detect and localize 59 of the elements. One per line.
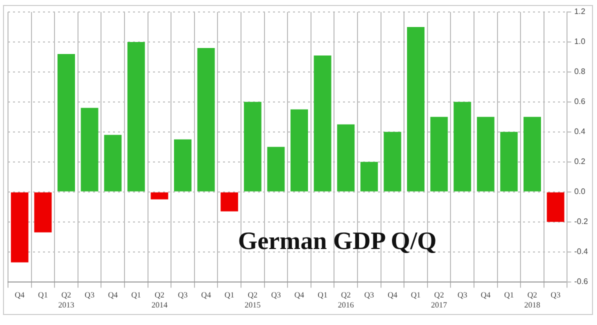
bar <box>384 132 402 192</box>
x-tick-label: Q4 <box>201 290 211 300</box>
x-tick-label: Q3 <box>178 290 188 300</box>
y-tick-label: 0.8 <box>574 67 586 76</box>
bar <box>430 116 448 192</box>
bar <box>104 134 122 192</box>
x-tick-label: Q4 <box>14 290 25 300</box>
x-tick-label: Q4 <box>294 290 304 300</box>
x-tick-label: Q4 <box>108 290 118 300</box>
x-tick-label: Q3 <box>84 290 94 300</box>
y-tick-label: 1.2 <box>574 7 586 16</box>
y-tick-label: 0.6 <box>574 97 586 106</box>
bar <box>58 54 75 192</box>
y-tick-label: 0.0 <box>574 187 586 196</box>
x-tick-label: Q4 <box>480 290 491 300</box>
bar <box>546 192 564 222</box>
bar <box>267 146 285 192</box>
bar <box>127 42 145 192</box>
bar <box>500 132 518 192</box>
x-tick-label: Q3 <box>550 290 560 300</box>
bar <box>337 124 355 192</box>
bar <box>244 102 262 192</box>
x-tick-label: Q1 <box>504 290 514 300</box>
bar <box>197 48 215 192</box>
x-tick-label: Q1 <box>224 290 234 300</box>
bar <box>314 55 332 192</box>
x-tick-label: Q3 <box>364 290 374 300</box>
bar <box>174 139 192 192</box>
bar <box>454 102 472 192</box>
x-tick-label: Q2 2015 <box>244 290 261 310</box>
bar <box>524 116 541 192</box>
x-tick-label: Q2 2016 <box>338 290 354 310</box>
x-tick-label: Q2 2017 <box>431 290 448 310</box>
y-tick-label: -0.2 <box>574 217 589 226</box>
bar <box>220 192 238 212</box>
x-tick-label: Q4 <box>388 290 398 300</box>
text: German GDP Q/Q <box>238 228 437 256</box>
bar <box>80 108 98 192</box>
y-tick-label: -0.6 <box>574 277 589 286</box>
y-tick-label: -0.4 <box>574 247 589 256</box>
x-tick-label: Q1 <box>38 290 48 300</box>
x-tick-label: Q2 2014 <box>151 290 168 310</box>
x-tick-label: Q3 <box>457 290 468 300</box>
bar <box>150 192 168 200</box>
y-tick-label: 0.2 <box>574 157 586 166</box>
bar <box>290 109 308 192</box>
bar <box>476 116 494 192</box>
x-tick-label: Q1 <box>131 290 142 300</box>
bar <box>360 162 378 192</box>
bar <box>34 192 52 232</box>
x-tick-label: Q2 2018 <box>524 290 540 310</box>
bar <box>407 26 424 192</box>
x-tick-label: Q1 <box>318 290 328 300</box>
y-tick-label: 0.4 <box>574 127 586 136</box>
bar <box>10 192 28 262</box>
y-tick-label: 1.0 <box>574 37 586 46</box>
x-tick-label: Q2 2013 <box>58 290 74 310</box>
x-tick-label: Q3 <box>271 290 281 300</box>
x-tick-label: Q1 <box>410 290 421 300</box>
